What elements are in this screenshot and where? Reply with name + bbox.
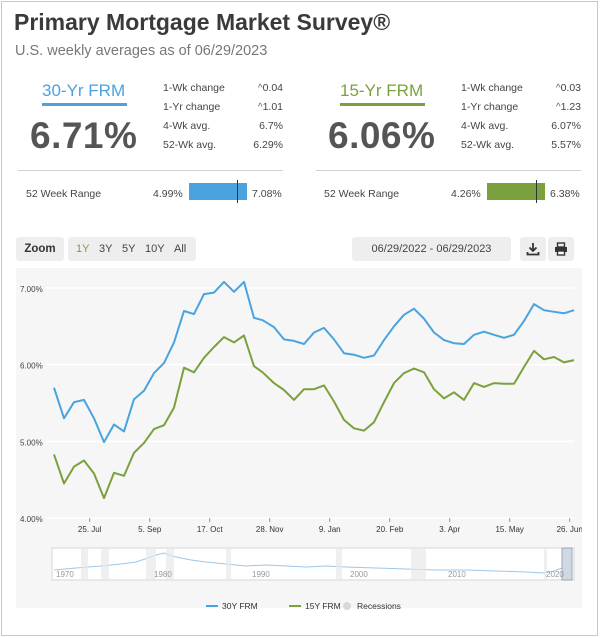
y-tick-label: 5.00% xyxy=(20,438,43,447)
legend-label: 15Y FRM xyxy=(305,601,341,611)
caret-up-icon: ^ xyxy=(257,83,263,94)
zoom-label: Zoom xyxy=(16,237,64,261)
navigator-tick-label: 2010 xyxy=(448,570,466,579)
range-marker xyxy=(536,180,538,203)
navigator-tick-label: 1970 xyxy=(56,570,74,579)
rate-value: 6.71% xyxy=(30,115,138,156)
legend-label: Recessions xyxy=(357,601,401,611)
stat-value: 6.07% xyxy=(551,120,581,132)
stat-label: 4-Wk avg. xyxy=(163,120,211,132)
recession-band xyxy=(81,549,88,579)
stat-value: ^1.01 xyxy=(257,101,283,113)
zoom-all-button[interactable]: All xyxy=(174,243,187,255)
rate-chart[interactable]: 4.00% 5.00% 6.00% 7.00% 25. Jul 5. Sep 17. Oct… xyxy=(16,268,582,618)
recession-band xyxy=(146,549,156,579)
date-range-selector[interactable]: 06/29/2022 - 06/29/2023 xyxy=(352,237,511,261)
range-low: 4.26% xyxy=(451,188,481,200)
range-bar xyxy=(189,180,247,203)
stat-label: 52-Wk avg. xyxy=(163,139,217,151)
navigator-line xyxy=(53,552,566,574)
range-bar xyxy=(487,180,545,203)
x-tick-label: 9. Jan xyxy=(319,525,341,534)
rate-value: 6.06% xyxy=(328,115,436,156)
range-high: 6.38% xyxy=(550,188,580,200)
zoom-options: 1Y 3Y 5Y 10Y All xyxy=(68,237,196,261)
stat-label: 52-Wk avg. xyxy=(461,139,515,151)
stat-label: 1-Wk change xyxy=(461,82,523,94)
download-button[interactable] xyxy=(520,237,546,261)
range-low: 4.99% xyxy=(153,188,183,200)
stat-value: 5.57% xyxy=(551,139,581,151)
x-tick-label: 25. Jul xyxy=(78,525,102,534)
stat-value: ^0.04 xyxy=(257,82,283,94)
stat-label: 1-Yr change xyxy=(163,101,221,113)
x-tick-label: 17. Oct xyxy=(197,525,224,534)
series-line-30y xyxy=(53,280,575,444)
legend-label: 30Y FRM xyxy=(222,601,258,611)
x-tick-label: 28. Nov xyxy=(256,525,284,534)
print-icon xyxy=(555,242,567,256)
zoom-1y-button[interactable]: 1Y xyxy=(76,243,90,255)
x-tick-label: 20. Feb xyxy=(376,525,404,534)
recession-band xyxy=(411,549,426,579)
y-tick-label: 4.00% xyxy=(20,515,43,524)
caret-up-icon: ^ xyxy=(555,102,561,113)
divider xyxy=(316,170,581,171)
zoom-3y-button[interactable]: 3Y xyxy=(99,243,113,255)
x-tick-label: 26. Jun xyxy=(557,525,582,534)
navigator-tick-label: 2000 xyxy=(350,570,368,579)
zoom-10y-button[interactable]: 10Y xyxy=(145,243,165,255)
recession-band xyxy=(226,549,231,579)
range-high: 7.08% xyxy=(252,188,282,200)
caret-up-icon: ^ xyxy=(555,83,561,94)
stat-value: ^1.23 xyxy=(555,101,581,113)
recession-band xyxy=(544,549,547,579)
page-title: Primary Mortgage Market Survey® xyxy=(14,9,391,35)
x-tick-label: 3. Apr xyxy=(439,525,460,534)
navigator-tick-label: 2020 xyxy=(546,570,564,579)
navigator-handle xyxy=(561,547,573,581)
stat-label: 1-Wk change xyxy=(163,82,225,94)
rate-underline xyxy=(42,103,127,106)
stat-label: 1-Yr change xyxy=(461,101,519,113)
divider xyxy=(18,170,283,171)
range-label: 52 Week Range xyxy=(324,188,400,200)
recession-band xyxy=(166,549,174,579)
range-label: 52 Week Range xyxy=(26,188,102,200)
stat-value: 6.29% xyxy=(253,139,283,151)
rate-underline xyxy=(340,103,425,106)
rate-name: 30-Yr FRM xyxy=(42,81,126,100)
series-line-15y xyxy=(53,334,575,500)
caret-up-icon: ^ xyxy=(257,102,263,113)
y-tick-label: 6.00% xyxy=(20,362,43,371)
navigator-frame xyxy=(51,547,575,581)
x-tick-label: 15. May xyxy=(495,525,523,534)
rate-name: 15-Yr FRM xyxy=(340,81,424,100)
navigator-tick-label: 1990 xyxy=(252,570,270,579)
print-button[interactable] xyxy=(548,237,574,261)
stat-value: 6.7% xyxy=(259,120,283,132)
page-subtitle: U.S. weekly averages as of 06/29/2023 xyxy=(15,43,268,59)
stat-label: 4-Wk avg. xyxy=(461,120,509,132)
navigator-tick-label: 1980 xyxy=(154,570,172,579)
y-tick-label: 7.00% xyxy=(20,285,43,294)
download-icon xyxy=(526,243,540,256)
recession-band xyxy=(101,549,109,579)
zoom-5y-button[interactable]: 5Y xyxy=(122,243,136,255)
range-marker xyxy=(236,180,238,203)
legend-swatch xyxy=(343,602,351,610)
x-tick-label: 5. Sep xyxy=(138,525,162,534)
stat-value: ^0.03 xyxy=(555,82,581,94)
recession-band xyxy=(336,549,342,579)
